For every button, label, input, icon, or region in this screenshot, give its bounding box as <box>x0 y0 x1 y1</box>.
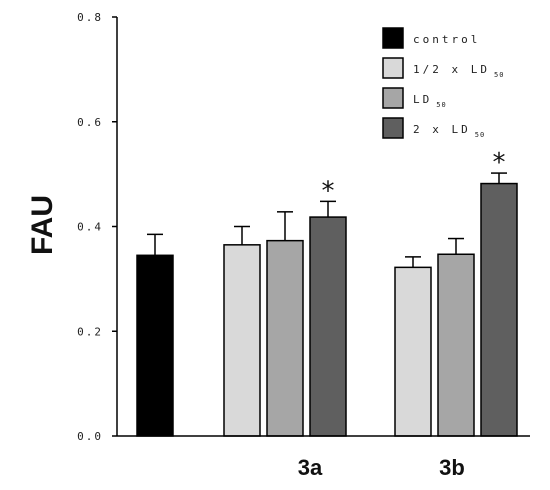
y-tick-label: 0.4 <box>77 221 103 234</box>
legend-label: 1/2 x LD <box>413 63 490 76</box>
significance-marker: * <box>322 176 335 206</box>
legend-swatch <box>382 87 404 109</box>
bar <box>223 244 261 437</box>
legend-label-subscript: 50 <box>494 71 504 79</box>
legend-swatch <box>382 57 404 79</box>
legend-swatch <box>382 27 404 49</box>
bar <box>136 254 174 437</box>
legend: control 1/2 x LD 50 LD 50 2 x LD 50 <box>382 27 504 139</box>
legend-label-subscript: 50 <box>436 101 446 109</box>
y-tick-label: 0.0 <box>77 430 103 443</box>
bar <box>266 239 304 437</box>
y-axis: 0.0 0.2 0.4 0.6 0.8 <box>77 11 530 443</box>
legend-label: LD <box>413 93 432 106</box>
y-tick-label: 0.8 <box>77 11 103 24</box>
legend-swatch <box>382 117 404 139</box>
y-tick-label: 0.2 <box>77 325 103 338</box>
bar <box>437 253 475 437</box>
y-axis-label: FAU <box>26 195 59 255</box>
bar <box>394 266 432 437</box>
y-tick-label: 0.6 <box>77 116 103 129</box>
significance-marker: * <box>493 148 506 178</box>
bar <box>480 182 518 437</box>
legend-label: control <box>413 33 480 46</box>
bar <box>309 216 347 437</box>
group-label: 3a <box>298 455 323 480</box>
legend-label-subscript: 50 <box>475 131 485 139</box>
bars: * 3a * 3b <box>136 148 518 480</box>
legend-label: 2 x LD <box>413 123 471 136</box>
group-label: 3b <box>439 455 465 480</box>
